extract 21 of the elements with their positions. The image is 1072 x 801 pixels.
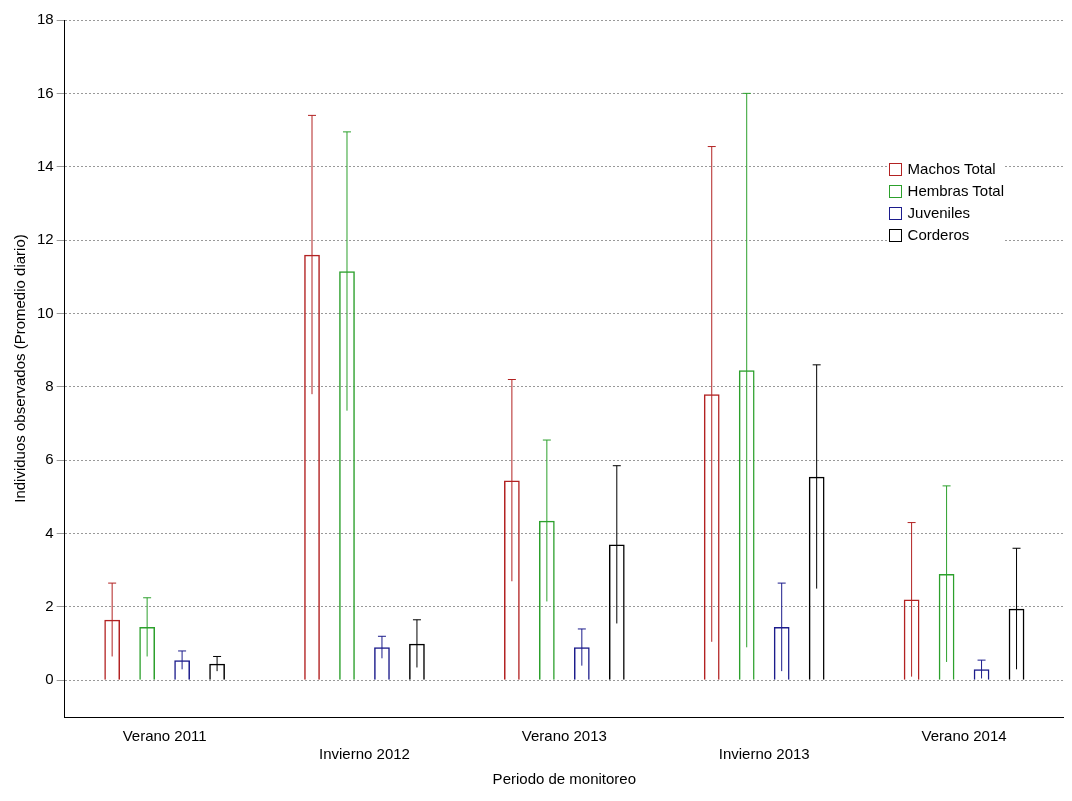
- y-tick-label: 14: [37, 156, 54, 174]
- y-tick-label: 6: [45, 450, 54, 468]
- x-tick-label: Verano 2011: [122, 727, 207, 745]
- x-tick-label: Invierno 2013: [718, 745, 810, 763]
- legend-label: Corderos: [907, 225, 970, 245]
- y-axis-title: Individuos observados (Promedio diario): [11, 234, 29, 503]
- y-tick-label: 0: [45, 670, 54, 688]
- x-axis-title: Periodo de monitoreo: [492, 770, 637, 788]
- y-tick-label: 12: [37, 230, 54, 248]
- legend-label: Hembras Total: [907, 181, 1004, 201]
- y-tick-label: 10: [37, 303, 54, 321]
- y-tick-label: 18: [37, 10, 54, 28]
- y-tick-label: 4: [45, 523, 54, 541]
- y-tick-label: 16: [37, 83, 54, 101]
- x-tick-label: Verano 2014: [921, 727, 1007, 745]
- x-tick-label: Verano 2013: [521, 727, 607, 745]
- legend-label: Juveniles: [907, 203, 971, 223]
- y-tick-label: 8: [45, 376, 54, 394]
- y-tick-label: 2: [45, 597, 54, 615]
- legend-label: Machos Total: [907, 159, 996, 179]
- x-tick-label: Invierno 2012: [319, 745, 410, 763]
